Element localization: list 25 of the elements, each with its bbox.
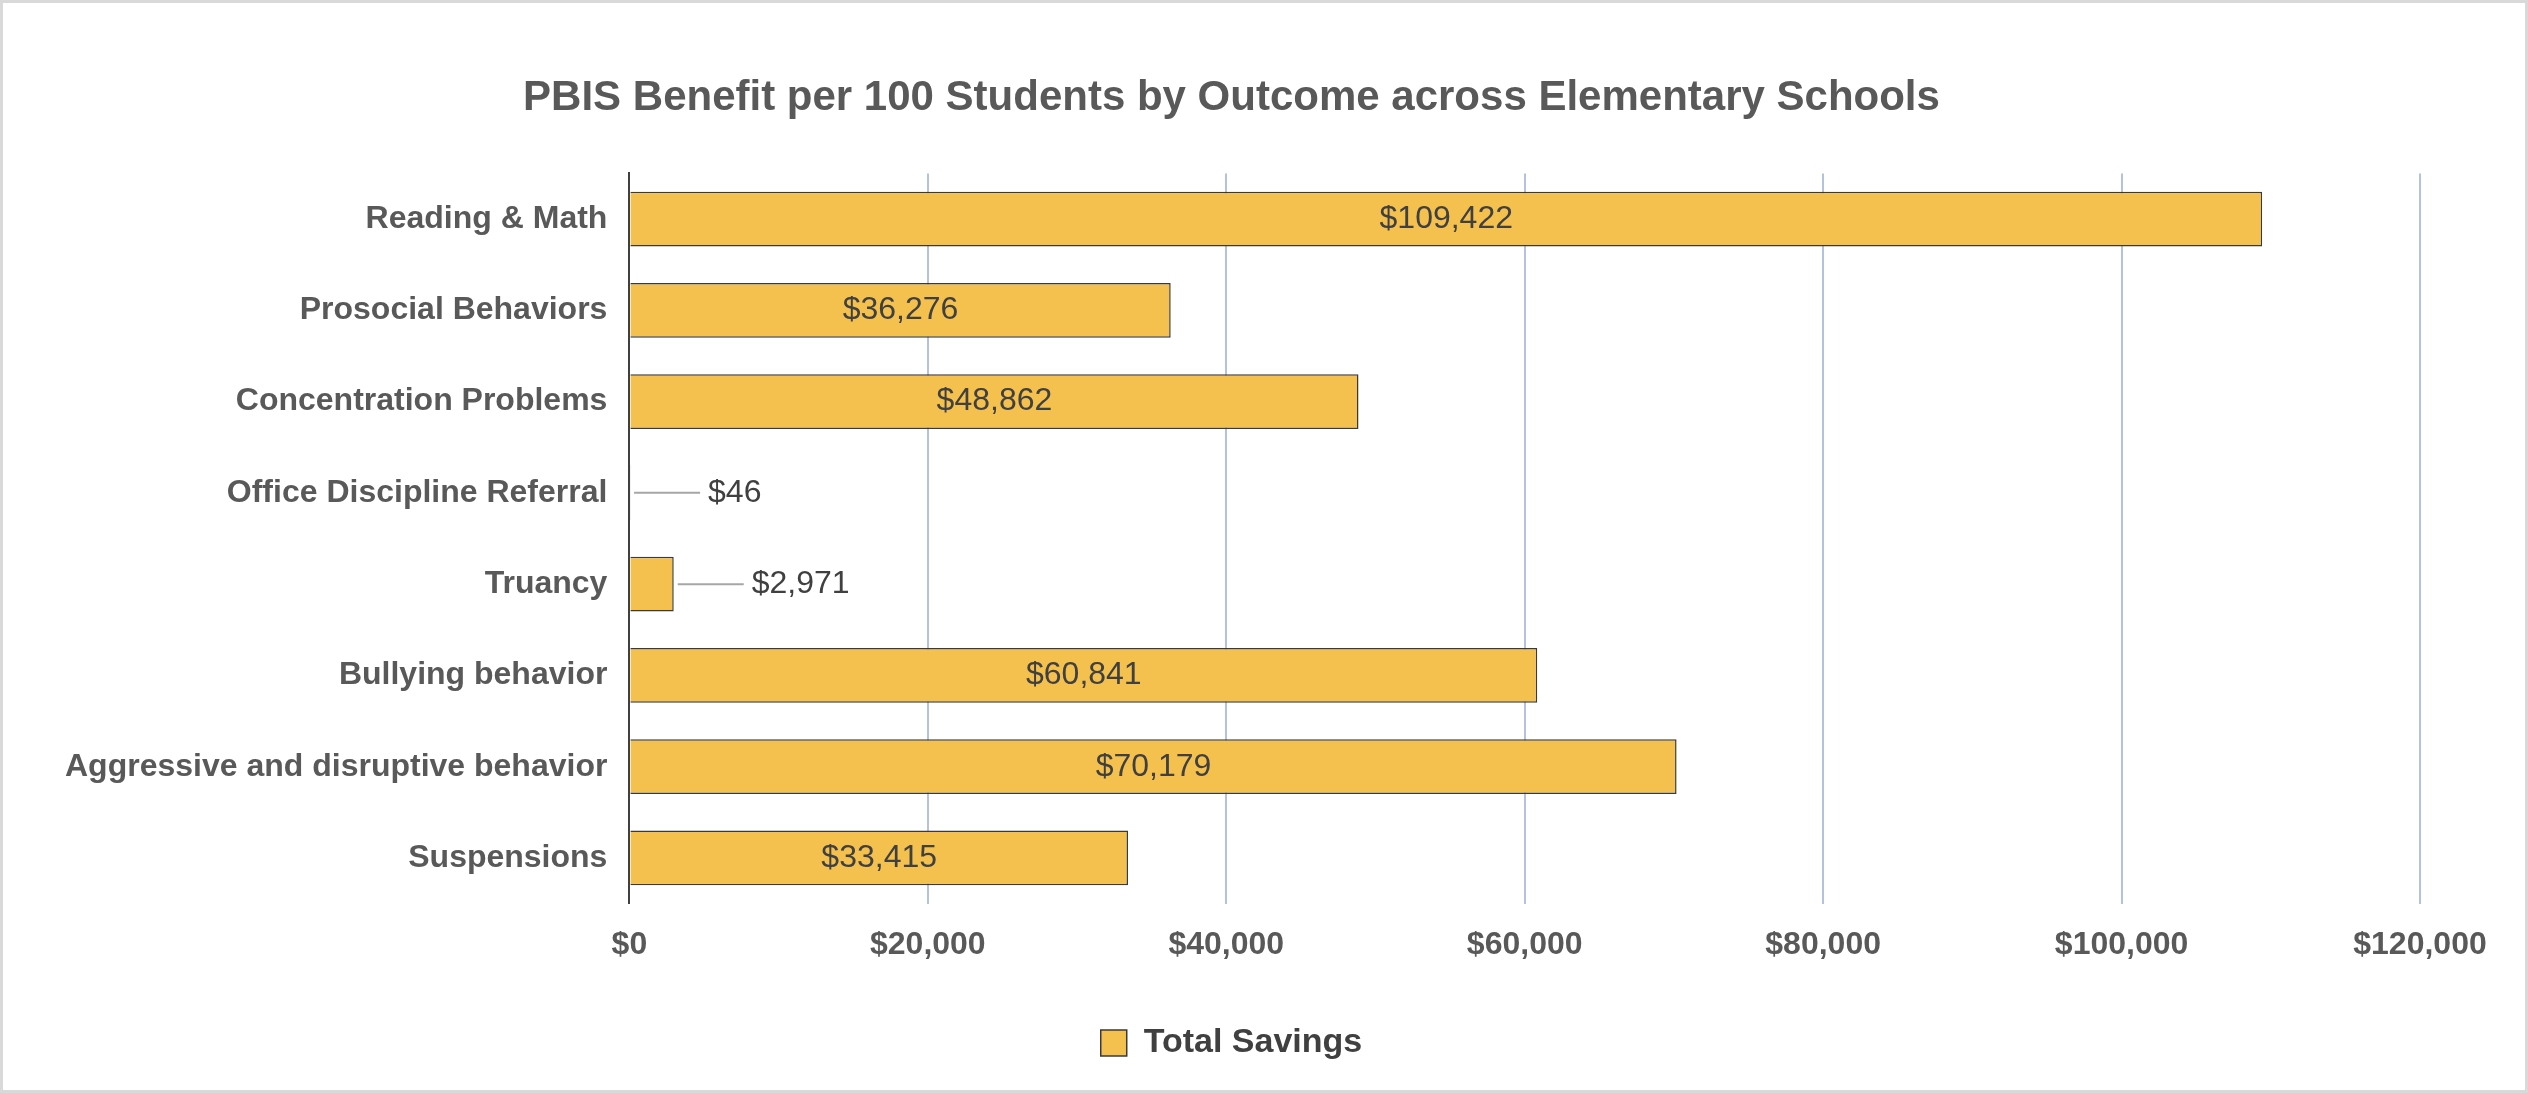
x-tick-label: $0 (611, 924, 648, 961)
y-tick-label: Truancy (484, 563, 608, 600)
y-tick-label: Suspensions (408, 837, 608, 874)
data-label: $36,276 (842, 290, 959, 327)
data-label: $109,422 (1379, 198, 1514, 235)
data-label: $70,179 (1095, 746, 1212, 783)
data-label: $46 (708, 472, 762, 509)
y-tick-label: Concentration Problems (235, 381, 608, 418)
y-tick-label: Prosocial Behaviors (299, 290, 608, 327)
x-tick-label: $80,000 (1765, 924, 1881, 961)
data-label: $60,841 (1025, 655, 1142, 692)
data-label: $48,862 (936, 381, 1053, 418)
chart-title: PBIS Benefit per 100 Students by Outcome across Elementary Schools (523, 71, 1940, 119)
x-tick-label: $100,000 (2054, 924, 2189, 961)
data-label: $2,971 (751, 563, 850, 600)
y-tick-label: Reading & Math (365, 198, 608, 235)
y-tick-label: Aggressive and disruptive behavior (65, 746, 608, 783)
legend-label: Total Savings (1143, 1021, 1363, 1060)
x-tick-label: $20,000 (869, 924, 986, 961)
data-label: $33,415 (821, 837, 938, 874)
x-tick-label: $120,000 (2353, 924, 2487, 961)
y-tick-label: Office Discipline Referral (226, 472, 608, 509)
y-tick-label: Bullying behavior (338, 655, 608, 692)
x-tick-label: $60,000 (1466, 924, 1583, 961)
x-tick-label: $40,000 (1168, 924, 1285, 961)
